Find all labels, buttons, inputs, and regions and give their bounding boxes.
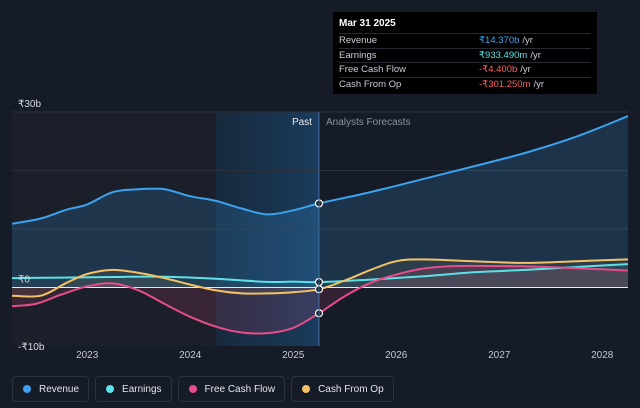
forecast-label: Analysts Forecasts: [326, 117, 410, 128]
series-area-free-cash-flow: [12, 265, 628, 334]
tooltip-unit: /yr: [520, 64, 531, 76]
legend-label: Revenue: [39, 383, 80, 395]
legend-dot-icon: [302, 385, 311, 393]
tooltip-label: Revenue: [339, 35, 378, 47]
tooltip-unit: /yr: [522, 35, 533, 47]
series-line-free-cash-flow: [11, 264, 629, 335]
legend-item-revenue[interactable]: Revenue: [12, 376, 90, 402]
legend-item-earnings[interactable]: Earnings: [95, 376, 172, 402]
series-line-earnings: [11, 263, 629, 284]
x-tick-label: 2023: [76, 350, 99, 361]
x-tick-label: 2028: [591, 350, 614, 361]
tooltip-label: Free Cash Flow: [339, 64, 407, 76]
legend-label: Free Cash Flow: [204, 383, 276, 395]
tooltip-row-free-cash-flow: Free Cash Flow -₹4.400b /yr: [339, 62, 591, 77]
y-tick-label: ₹0: [18, 275, 30, 286]
tooltip-unit: /yr: [530, 49, 541, 61]
series-area-earnings: [12, 264, 628, 288]
tooltip-label: Earnings: [339, 49, 377, 61]
past-label: Past: [292, 117, 312, 128]
x-tick-label: 2025: [282, 350, 305, 361]
tooltip-value: ₹14.370b: [479, 35, 520, 47]
tooltip-row-earnings: Earnings ₹933.490m /yr: [339, 47, 591, 63]
legend-item-free-cash-flow[interactable]: Free Cash Flow: [177, 376, 286, 402]
legend-dot-icon: [23, 385, 31, 393]
y-tick-label: -₹10b: [18, 342, 45, 353]
series-line-cash-from-op: [11, 258, 629, 298]
tooltip-unit: /yr: [533, 78, 545, 90]
legend-item-cash-from-op[interactable]: Cash From Op: [291, 376, 394, 402]
tooltip-row-cash-from-op: Cash From Op -₹301.250m /yr: [339, 76, 591, 92]
x-tick-label: 2024: [179, 350, 202, 361]
x-tick-label: 2026: [385, 350, 408, 361]
tooltip-value: -₹4.400b: [479, 64, 518, 76]
tooltip-row-revenue: Revenue ₹14.370b /yr: [339, 33, 591, 48]
series-area-revenue: [12, 116, 628, 288]
tooltip-value: -₹301.250m: [479, 78, 531, 90]
legend-dot-icon: [188, 385, 197, 393]
tooltip-label: Cash From Op: [339, 78, 402, 90]
x-tick-label: 2027: [488, 350, 511, 361]
tooltip: Mar 31 2025 Revenue ₹14.370b /yr Earning…: [333, 12, 597, 94]
series-area-cash-from-op: [12, 259, 628, 297]
y-tick-label: ₹30b: [18, 99, 41, 110]
tooltip-value: ₹933.490m: [479, 49, 528, 61]
legend-label: Cash From Op: [318, 383, 384, 395]
series-line-revenue: [11, 115, 629, 225]
tooltip-date: Mar 31 2025: [339, 18, 396, 29]
legend: Revenue Earnings Free Cash Flow Cash Fro…: [12, 376, 394, 402]
legend-dot-icon: [106, 385, 115, 393]
legend-label: Earnings: [122, 383, 162, 395]
